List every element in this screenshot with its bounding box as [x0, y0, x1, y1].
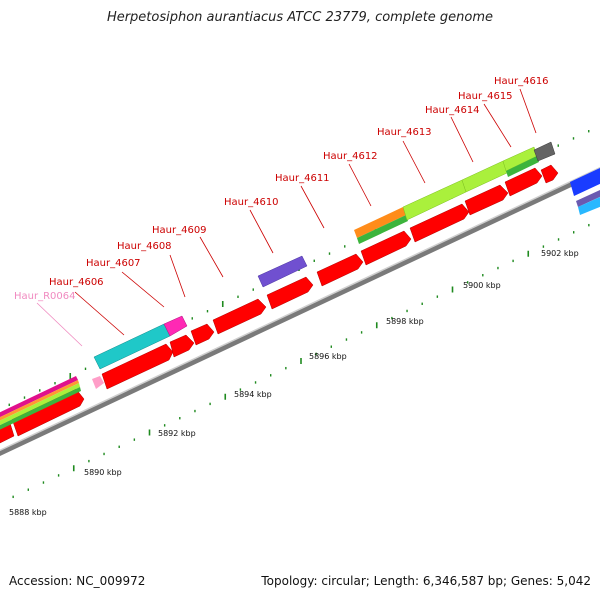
kbp-label: 5888 kbp [9, 508, 47, 517]
label-leaders [36, 88, 537, 347]
gene-arrow[interactable] [212, 298, 267, 335]
annotation-block[interactable] [506, 156, 539, 177]
annotation-block[interactable] [0, 376, 78, 421]
gene-arrow[interactable] [266, 276, 314, 310]
kbp-label: 5892 kbp [158, 429, 196, 438]
gene-arrow[interactable] [540, 164, 559, 184]
gene-arrow[interactable] [190, 323, 215, 346]
annotation-block[interactable] [357, 215, 408, 244]
kbp-label: 5898 kbp [386, 317, 424, 326]
gene-label: Haur_4616 [494, 76, 549, 87]
annotation-block[interactable] [163, 315, 188, 337]
annotation-block[interactable] [576, 190, 600, 207]
gene-label: Haur_4610 [224, 197, 279, 208]
gene-label: Haur_4613 [377, 127, 432, 138]
topology-summary: Topology: circular; Length: 6,346,587 bp… [261, 574, 591, 588]
kbp-label: 5900 kbp [463, 281, 501, 290]
annotation-block[interactable] [0, 387, 81, 432]
gene-arrow[interactable] [169, 334, 195, 358]
gene-label: Haur_4606 [49, 277, 104, 288]
gene-label: Haur_4612 [323, 151, 378, 162]
scale-labels: 5888 kbp 5890 kbp 5892 kbp 5894 kbp 5896… [9, 249, 579, 517]
gene-arrow[interactable] [464, 184, 509, 216]
accession-text: Accession: NC_009972 [9, 574, 146, 588]
gene-label: Haur_R0064 [14, 291, 76, 302]
genome-title: Herpetosiphon aurantiacus ATCC 23779, co… [106, 10, 494, 25]
gene-arrow[interactable] [101, 343, 174, 390]
gene-label: Haur_4607 [86, 258, 141, 269]
tick-track-lower [12, 223, 590, 499]
gene-labels: Haur_R0064 Haur_4606 Haur_4607 Haur_4608… [14, 76, 549, 302]
kbp-label: 5894 kbp [234, 390, 272, 399]
gene-label: Haur_4609 [152, 225, 207, 236]
rna-feature[interactable] [92, 376, 104, 389]
kbp-label: 5890 kbp [84, 468, 122, 477]
annotation-block[interactable] [257, 255, 308, 288]
kbp-label: 5896 kbp [309, 352, 347, 361]
gene-label: Haur_4614 [425, 105, 480, 116]
annotation-block[interactable] [578, 197, 600, 215]
annotation-track[interactable] [0, 141, 600, 432]
gene-arrow[interactable] [316, 253, 364, 287]
annotation-block[interactable] [533, 141, 556, 162]
gene-arrow[interactable] [360, 230, 412, 266]
annotation-block[interactable] [354, 207, 406, 238]
annotation-block[interactable] [570, 168, 600, 196]
gene-label: Haur_4611 [275, 173, 330, 184]
annotation-block[interactable] [0, 383, 80, 428]
gene-label: Haur_4615 [458, 91, 513, 102]
chromosome-backbone [0, 166, 600, 457]
gene-arrow[interactable] [409, 203, 470, 243]
gene-label: Haur_4608 [117, 241, 172, 252]
gene-arrow[interactable] [504, 167, 543, 197]
annotation-block[interactable] [0, 380, 79, 424]
gene-track-forward[interactable] [0, 164, 559, 446]
kbp-label: 5902 kbp [541, 249, 579, 258]
